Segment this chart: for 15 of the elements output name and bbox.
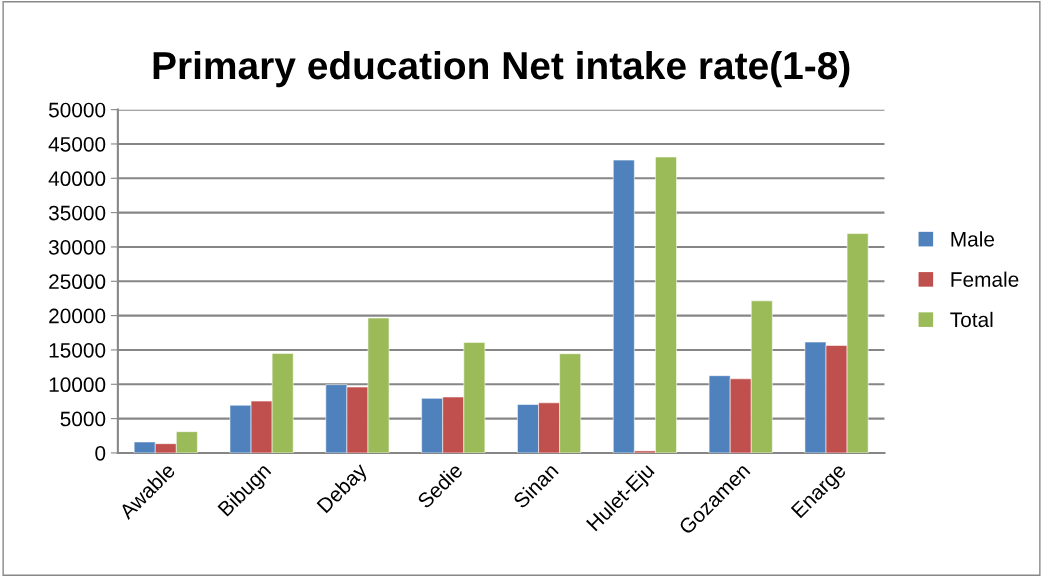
y-tick-label: 25000 (49, 274, 106, 290)
y-tick-label: 50000 (48, 102, 106, 118)
legend-label: Total (950, 311, 993, 328)
y-tick-label: 0 (95, 445, 106, 461)
legend-label: Female (951, 271, 1019, 287)
y-tick-label: 10000 (49, 377, 106, 393)
y-tick-label: 35000 (48, 205, 106, 221)
chart-title: Primary education Net intake rate(1-8) (153, 50, 850, 88)
y-tick-label: 15000 (49, 342, 106, 358)
y-tick-label: 30000 (48, 239, 106, 255)
y-tick-label: 40000 (48, 171, 106, 187)
y-tick-label: 45000 (48, 136, 106, 152)
y-tick-label: 5000 (60, 411, 106, 427)
y-tick-label: 20000 (49, 308, 106, 324)
legend-label: Male (951, 231, 995, 247)
